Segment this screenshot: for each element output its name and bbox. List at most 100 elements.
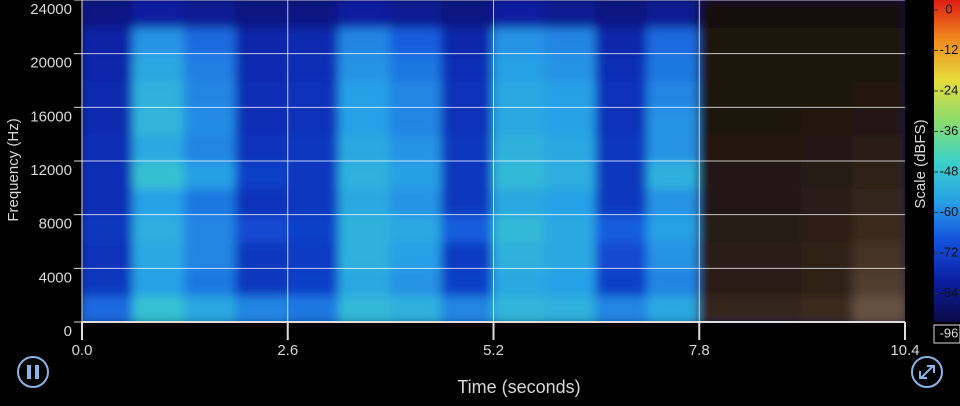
heatmap-cell (492, 79, 546, 109)
heatmap-cell (801, 0, 855, 28)
heatmap-cell (698, 213, 752, 243)
x-axis-label: Time (seconds) (457, 377, 580, 397)
heatmap-cell (389, 0, 444, 28)
heatmap-cell (646, 0, 701, 28)
heatmap-cell (338, 25, 392, 55)
heatmap-cell (183, 52, 238, 82)
heatmap-cell (698, 267, 752, 297)
heatmap-cell (235, 186, 289, 216)
heatmap-cell (698, 160, 752, 189)
colorbar-tick-label: -12 (940, 42, 959, 57)
heatmap-cell (132, 133, 186, 162)
heatmap-cell (801, 240, 855, 270)
heatmap-cell (749, 0, 804, 28)
heatmap-cell (441, 0, 495, 28)
heatmap-cell (595, 267, 649, 297)
x-tick-label: 2.6 (277, 342, 298, 359)
heatmap-cell (235, 52, 289, 82)
heatmap-cell (389, 267, 444, 297)
heatmap-cell (698, 186, 752, 216)
heatmap-cell (82, 79, 135, 109)
pause-button[interactable] (17, 356, 49, 388)
heatmap-cell (595, 294, 649, 322)
heatmap-cell (183, 213, 238, 243)
axes: 0 4000 8000 12000 16000 20000 24000 0.0 2.6 5.2 7.… (30, 0, 920, 359)
y-tick-label: 24000 (30, 1, 72, 18)
heatmap-cell (543, 213, 598, 243)
heatmap-cell (698, 0, 752, 28)
expand-button[interactable] (911, 356, 943, 388)
colorbar-end-box (933, 324, 960, 344)
heatmap-cell (82, 294, 135, 322)
heatmap-cell (338, 52, 392, 82)
heatmap-cell (132, 294, 186, 322)
heatmap-cell (646, 294, 701, 322)
heatmap-cell (749, 106, 804, 136)
heatmap-cell (441, 294, 495, 322)
heatmap-cell (749, 52, 804, 82)
heatmap-cell (286, 0, 341, 28)
heatmap-cell (441, 267, 495, 297)
heatmap-cell (492, 25, 546, 55)
heatmap-cell (595, 52, 649, 82)
heatmap-cell (646, 133, 701, 162)
heatmap-cell (441, 52, 495, 82)
heatmap-cell (286, 106, 341, 136)
heatmap-cell (82, 160, 135, 189)
heatmap-cell (749, 133, 804, 162)
heatmap-cell (492, 186, 546, 216)
heatmap-cell (183, 0, 238, 28)
heatmap-cell (389, 213, 444, 243)
heatmap-cell (389, 25, 444, 55)
heatmap-cell (543, 79, 598, 109)
heatmap-cell (698, 294, 752, 322)
heatmap-cell (235, 213, 289, 243)
heatmap-cell (698, 133, 752, 162)
heatmap-cell (698, 52, 752, 82)
heatmap-cell (286, 25, 341, 55)
heatmap-cell (286, 240, 341, 270)
heatmap-cell (286, 52, 341, 82)
y-tick-label: 20000 (30, 55, 72, 72)
heatmap-cell (595, 133, 649, 162)
heatmap-cell (492, 294, 546, 322)
heatmap-cell (132, 186, 186, 216)
heatmap-cell (852, 213, 905, 243)
heatmap-cell (286, 213, 341, 243)
heatmap-cell (132, 213, 186, 243)
heatmap-cell (749, 294, 804, 322)
heatmap-cell (801, 52, 855, 82)
heatmap-cell (183, 240, 238, 270)
heatmap-cell (132, 0, 186, 28)
heatmap-cell (389, 79, 444, 109)
heatmap-cell (338, 240, 392, 270)
heatmap-cell (852, 267, 905, 297)
heatmap-cell (183, 25, 238, 55)
heatmap-cell (543, 0, 598, 28)
heatmap-cell (646, 25, 701, 55)
heatmap-cell (389, 133, 444, 162)
heatmap-cell (543, 160, 598, 189)
heatmap-cell (82, 106, 135, 136)
heatmap-cell (338, 294, 392, 322)
heatmap-cell (441, 186, 495, 216)
heatmap-cell (595, 25, 649, 55)
x-tick-label: 7.8 (689, 342, 710, 359)
heatmap-cell (852, 160, 905, 189)
heatmap-cell (698, 106, 752, 136)
heatmap-cell (852, 294, 905, 322)
heatmap-cell (595, 79, 649, 109)
heatmap-cell (132, 25, 186, 55)
heatmap-cell (183, 267, 238, 297)
heatmap-cell (183, 79, 238, 109)
heatmap-cell (801, 186, 855, 216)
colorbar-tick-label: -36 (940, 123, 959, 138)
heatmap-cell (441, 213, 495, 243)
heatmap-cell (82, 52, 135, 82)
heatmap-cell (543, 133, 598, 162)
y-tick-label: 0 (64, 323, 72, 340)
colorbar-tick-label: -60 (940, 204, 959, 219)
heatmap-cell (132, 52, 186, 82)
